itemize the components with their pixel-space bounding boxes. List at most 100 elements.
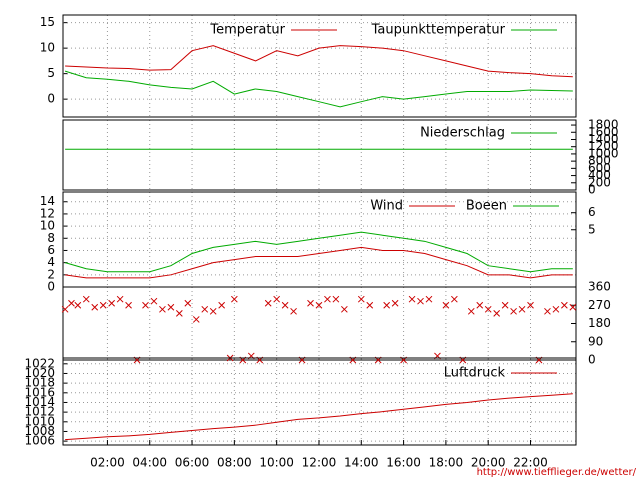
legend-label: Taupunkttemperatur — [371, 23, 506, 38]
direction-point — [442, 301, 450, 309]
direction-point — [218, 301, 226, 309]
panel-frame — [62, 357, 577, 446]
series-line — [65, 393, 573, 441]
direction-point — [501, 301, 509, 309]
direction-point — [281, 301, 289, 309]
direction-point — [527, 301, 534, 309]
y2-tick-label: 200 — [588, 175, 611, 189]
direction-point — [544, 307, 551, 315]
direction-point — [324, 295, 331, 303]
y-tick-label: 4 — [47, 255, 55, 269]
direction-point — [91, 303, 99, 311]
series-line — [64, 231, 573, 273]
x-tick-label: 16:00 — [386, 456, 421, 470]
y-tick-label: 1020 — [24, 366, 55, 380]
y-tick-label: 12 — [40, 206, 55, 220]
y2-tick-label: 270 — [588, 298, 611, 312]
y2-tick-label: 800 — [588, 154, 611, 168]
direction-point — [209, 307, 217, 315]
legend-label: Luftdruck — [444, 366, 506, 381]
y-tick-label: 10 — [40, 41, 55, 55]
direction-point — [408, 295, 416, 303]
panel-frame — [62, 14, 577, 118]
x-tick-label: 04:00 — [132, 456, 167, 470]
series-line — [64, 70, 573, 108]
direction-point — [417, 297, 424, 305]
y2-tick-label: 90 — [588, 334, 603, 348]
legend-label: Boeen — [466, 199, 507, 214]
x-tick-label: 22:00 — [513, 456, 548, 470]
direction-point — [82, 295, 90, 303]
y-tick-label: 0 — [47, 280, 55, 294]
direction-point — [518, 305, 526, 313]
legend-label: Wind — [370, 199, 403, 214]
y-tick-label: 1012 — [24, 405, 55, 419]
x-tick-label: 20:00 — [471, 456, 506, 470]
y2-tick-label: 180 — [588, 316, 611, 330]
direction-point — [142, 301, 149, 309]
direction-point — [315, 301, 323, 309]
direction-point — [61, 305, 69, 313]
direction-point — [230, 295, 238, 303]
direction-point — [99, 301, 107, 309]
panel-frame — [62, 119, 577, 191]
direction-point — [116, 295, 124, 303]
y2-tick-label: 5 — [588, 222, 596, 236]
direction-point — [332, 295, 340, 303]
direction-point — [184, 299, 192, 307]
direction-point — [484, 305, 492, 313]
y2-tick-label: 1200 — [588, 139, 619, 153]
x-tick-label: 10:00 — [259, 456, 294, 470]
y2-tick-label: 1400 — [588, 132, 619, 146]
direction-point — [108, 299, 116, 307]
y-tick-label: 14 — [40, 194, 55, 208]
direction-point — [192, 316, 200, 323]
direction-point — [425, 295, 433, 303]
y-tick-label: 1016 — [24, 385, 55, 399]
direction-point — [561, 301, 568, 309]
direction-point — [451, 295, 458, 303]
direction-point — [290, 307, 297, 315]
y-tick-label: 1006 — [24, 434, 55, 448]
direction-point — [493, 310, 501, 317]
y2-tick-label: 1600 — [588, 125, 619, 139]
y2-tick-label: 1800 — [588, 118, 619, 132]
direction-point — [552, 305, 560, 313]
direction-point — [467, 307, 475, 315]
direction-point — [150, 297, 158, 305]
y-tick-label: 1018 — [24, 376, 55, 390]
panel-frame — [62, 286, 577, 361]
direction-point — [341, 305, 348, 313]
direction-point — [201, 305, 209, 313]
legend-label: Temperatur — [209, 23, 285, 38]
y-tick-label: 0 — [47, 92, 55, 106]
x-tick-label: 02:00 — [90, 456, 125, 470]
y-tick-label: 1010 — [24, 414, 55, 428]
y-tick-label: 1014 — [24, 395, 55, 409]
y-tick-label: 10 — [40, 219, 55, 233]
direction-point — [307, 299, 314, 307]
series-line — [65, 246, 573, 279]
y-tick-label: 8 — [47, 231, 55, 245]
y2-tick-label: 6 — [588, 205, 596, 219]
y-tick-label: 15 — [40, 15, 55, 29]
x-tick-label: 18:00 — [429, 456, 464, 470]
direction-point — [159, 305, 166, 313]
y2-tick-label: 360 — [588, 280, 611, 294]
direction-point — [391, 299, 399, 307]
series-line — [65, 45, 573, 78]
legend-label: Niederschlag — [420, 126, 505, 141]
y2-tick-label: 0 — [588, 353, 596, 367]
direction-point — [357, 295, 365, 303]
direction-point — [366, 301, 374, 309]
y2-tick-label: 1000 — [588, 146, 619, 160]
y2-tick-label: 400 — [588, 168, 611, 182]
direction-point — [74, 301, 82, 309]
direction-point — [68, 299, 75, 307]
y-tick-label: 5 — [47, 66, 55, 80]
direction-point — [264, 299, 272, 307]
direction-point — [273, 295, 281, 303]
x-tick-label: 06:00 — [175, 456, 210, 470]
x-tick-label: 14:00 — [344, 456, 379, 470]
